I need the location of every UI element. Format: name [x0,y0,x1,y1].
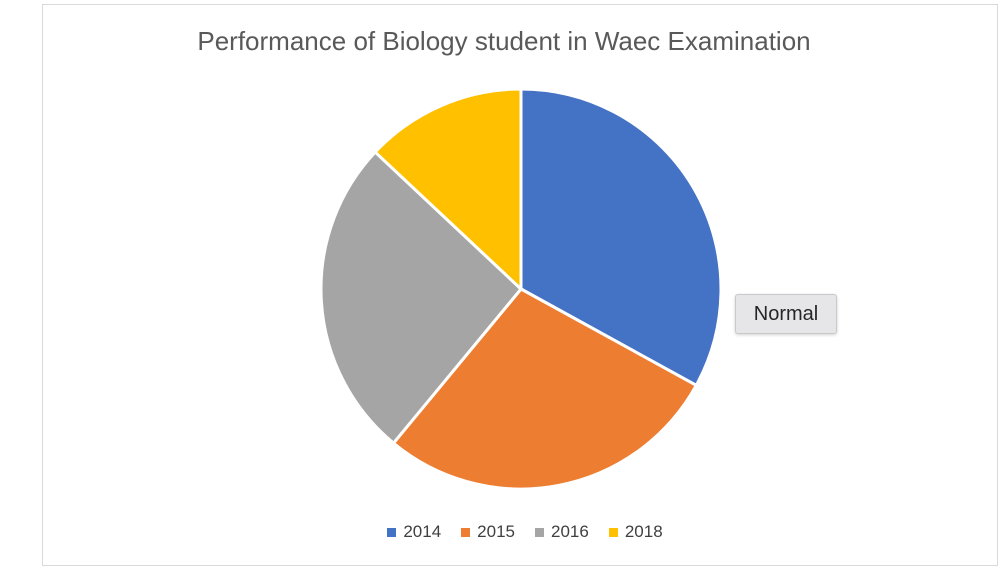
legend-swatch-icon [387,527,397,537]
legend-label: 2016 [551,522,589,541]
legend-label: 2018 [624,522,663,541]
chart-title: Performance of Biology student in Waec E… [197,26,811,56]
pie-slice-2015[interactable] [392,287,698,491]
legend-item-2014: 2014 [387,522,441,542]
pie-slices [319,87,723,491]
legend-item-2018: 2018 [608,522,663,542]
pie-slice-2016[interactable] [319,150,523,445]
legend-swatch-icon [608,527,618,537]
legend-swatch-icon [461,527,471,537]
legend-item-2015: 2015 [461,522,515,542]
pie-slice-2018[interactable] [373,87,523,291]
legend-label: 2014 [403,522,442,541]
legend-item-2016: 2016 [535,522,589,542]
legend-label: 2015 [477,522,515,541]
pie-slice-2014[interactable] [519,87,723,387]
legend-swatch-icon [535,527,544,537]
chart-legend: 2014 2015 2016 2018 [0,522,1008,542]
style-tooltip: Normal [735,294,837,334]
